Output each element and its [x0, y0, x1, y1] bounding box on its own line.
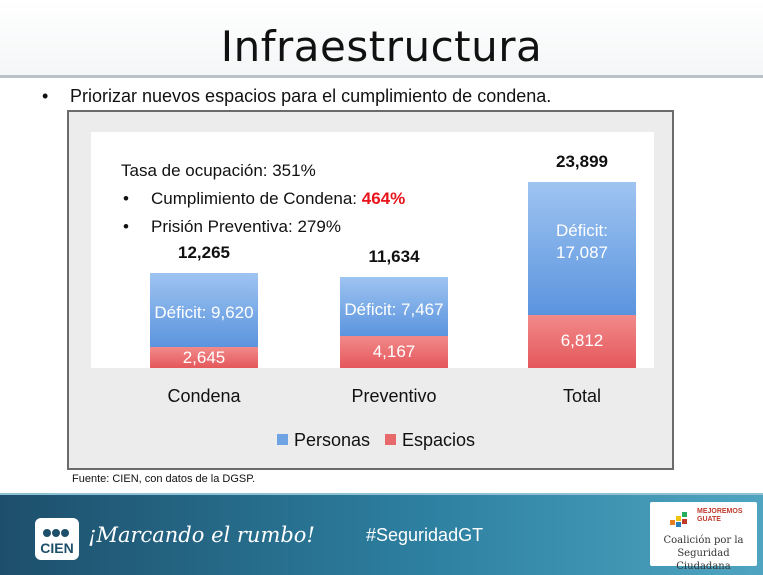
footer-banner — [0, 495, 763, 575]
slide-title: Infraestructura — [220, 22, 543, 71]
cien-logo-text: CIEN — [40, 540, 74, 556]
cien-logo: CIEN — [35, 518, 79, 560]
condena-rate-label: Cumplimiento de Condena: — [151, 189, 362, 208]
x-label-condena: Condena — [167, 386, 241, 406]
bar-personas-total — [528, 182, 636, 315]
legend-label: Espacios — [402, 430, 476, 450]
coalition-brand: MEJOREMOS GUATE — [697, 508, 743, 523]
bar-personas-preventivo — [340, 277, 448, 336]
coalition-logo: MEJOREMOS GUATE Coalición por la Segurid… — [650, 502, 757, 572]
chart-frame: Tasa de ocupación: 351% • Cumplimiento de… — [67, 110, 674, 470]
label-espacios-condena: 2,645 — [182, 347, 226, 367]
bullet-marker: • — [42, 86, 49, 106]
label-personas-condena: Déficit: 9,620 — [154, 302, 254, 322]
title-background — [0, 0, 763, 75]
bar-espacios-total — [528, 314, 636, 368]
legend-swatch — [385, 433, 396, 445]
preventiva-rate-line: • Prisión Preventiva: 279% — [121, 213, 405, 241]
coalition-name: Coalición por la Seguridad Ciudadana — [663, 535, 744, 572]
x-label-total: Total — [562, 386, 602, 406]
occupancy-info: Tasa de ocupación: 351% • Cumplimiento de… — [121, 157, 405, 241]
bullet-text: Priorizar nuevos espacios para el cumpli… — [70, 86, 552, 106]
title-divider — [0, 75, 763, 78]
legend-item-personas: Personas — [277, 430, 370, 451]
bullet-marker: • — [123, 189, 129, 208]
occupancy-rate: Tasa de ocupación: 351% — [121, 161, 316, 180]
label-personas-preventivo: Déficit: 7,467 — [344, 299, 444, 319]
bar-espacios-preventivo — [340, 335, 448, 368]
logo-dots-icon — [43, 524, 71, 537]
source-note: Fuente: CIEN, con datos de la DGSP. — [72, 473, 256, 485]
hashtag: #SeguridadGT — [366, 525, 484, 545]
bullet-marker: • — [123, 217, 129, 236]
plot-area: Tasa de ocupación: 351% • Cumplimiento de… — [91, 132, 654, 368]
label-espacios-preventivo: 4,167 — [372, 341, 416, 361]
legend-item-espacios: Espacios — [385, 430, 475, 451]
footer-stripe — [0, 493, 763, 496]
bullet-item: • Priorizar nuevos espacios para el cumpl… — [42, 86, 551, 107]
condena-rate-value: 464% — [361, 189, 406, 208]
legend-label: Personas — [294, 430, 371, 450]
coalition-mark-icon — [670, 512, 687, 527]
label-total-preventivo: 11,634 — [368, 247, 420, 267]
bar-espacios-condena — [150, 347, 258, 368]
slogan: ¡Marcando el rumbo! — [88, 523, 315, 547]
label-total-total: 23,899 — [556, 152, 608, 171]
x-label-preventivo: Preventivo — [351, 386, 437, 406]
legend-swatch — [277, 433, 288, 445]
label-total-condena: 12,265 — [178, 242, 230, 262]
label-espacios-total: 6,812 — [560, 331, 604, 351]
label-personas-total: Déficit: 17,087 — [556, 221, 608, 262]
condena-rate-line: • Cumplimiento de Condena: 464% — [121, 185, 405, 213]
preventiva-rate-text: Prisión Preventiva: 279% — [151, 217, 341, 236]
bar-personas-condena — [150, 272, 258, 348]
